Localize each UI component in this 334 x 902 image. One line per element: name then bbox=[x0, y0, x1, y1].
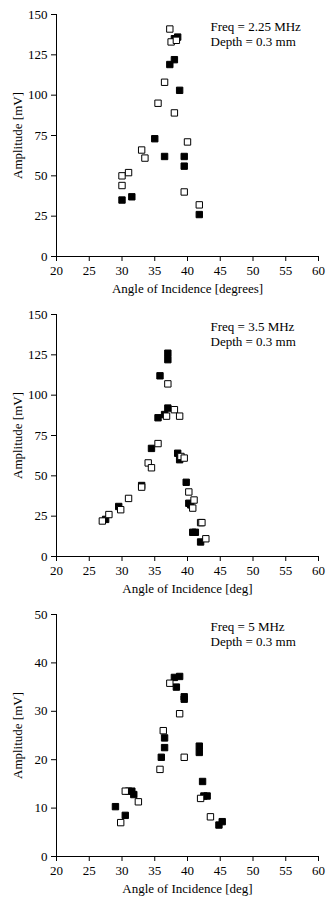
svg-text:25: 25 bbox=[83, 863, 96, 878]
svg-text:Angle of Incidence [deg]: Angle of Incidence [deg] bbox=[122, 881, 252, 896]
svg-text:75: 75 bbox=[35, 128, 48, 143]
svg-text:30: 30 bbox=[116, 263, 129, 278]
svg-text:20: 20 bbox=[50, 863, 63, 878]
svg-text:10: 10 bbox=[35, 800, 48, 815]
svg-text:125: 125 bbox=[28, 47, 48, 62]
svg-text:20: 20 bbox=[50, 563, 63, 578]
svg-text:Freq = 2.25 MHzDepth = 0.3 mm: Freq = 2.25 MHzDepth = 0.3 mm bbox=[211, 19, 302, 49]
svg-text:40: 40 bbox=[181, 263, 194, 278]
svg-text:50: 50 bbox=[247, 263, 260, 278]
svg-text:40: 40 bbox=[35, 655, 48, 670]
svg-text:0: 0 bbox=[41, 849, 48, 864]
svg-text:45: 45 bbox=[214, 863, 227, 878]
svg-text:40: 40 bbox=[181, 863, 194, 878]
svg-text:30: 30 bbox=[35, 703, 48, 718]
svg-text:50: 50 bbox=[35, 607, 48, 622]
svg-text:0: 0 bbox=[41, 549, 48, 564]
svg-text:150: 150 bbox=[28, 307, 48, 322]
svg-text:Angle of Incidence [degrees]: Angle of Incidence [degrees] bbox=[112, 281, 263, 296]
svg-text:25: 25 bbox=[35, 508, 48, 523]
svg-text:35: 35 bbox=[148, 563, 161, 578]
svg-text:50: 50 bbox=[35, 468, 48, 483]
svg-text:60: 60 bbox=[312, 563, 325, 578]
svg-text:25: 25 bbox=[35, 208, 48, 223]
svg-text:Freq = 5 MHzDepth = 0.3 mm: Freq = 5 MHzDepth = 0.3 mm bbox=[211, 619, 296, 649]
svg-text:50: 50 bbox=[35, 168, 48, 183]
svg-text:Angle of Incidence [deg]: Angle of Incidence [deg] bbox=[122, 581, 252, 596]
svg-text:45: 45 bbox=[214, 563, 227, 578]
svg-text:100: 100 bbox=[28, 87, 48, 102]
svg-text:100: 100 bbox=[28, 387, 48, 402]
svg-text:Amplitude [mV]: Amplitude [mV] bbox=[10, 92, 25, 179]
svg-text:25: 25 bbox=[83, 563, 96, 578]
svg-text:50: 50 bbox=[247, 863, 260, 878]
svg-text:30: 30 bbox=[116, 563, 129, 578]
svg-text:55: 55 bbox=[279, 563, 292, 578]
svg-text:150: 150 bbox=[28, 7, 48, 22]
svg-text:125: 125 bbox=[28, 347, 48, 362]
svg-text:75: 75 bbox=[35, 428, 48, 443]
svg-text:30: 30 bbox=[116, 863, 129, 878]
svg-text:55: 55 bbox=[279, 863, 292, 878]
svg-text:35: 35 bbox=[148, 863, 161, 878]
svg-text:60: 60 bbox=[312, 263, 325, 278]
svg-text:60: 60 bbox=[312, 863, 325, 878]
svg-text:40: 40 bbox=[181, 563, 194, 578]
svg-text:55: 55 bbox=[279, 263, 292, 278]
svg-text:20: 20 bbox=[50, 263, 63, 278]
svg-text:50: 50 bbox=[247, 563, 260, 578]
svg-text:25: 25 bbox=[83, 263, 96, 278]
svg-text:45: 45 bbox=[214, 263, 227, 278]
svg-text:35: 35 bbox=[148, 263, 161, 278]
svg-text:0: 0 bbox=[41, 249, 48, 264]
svg-text:Amplitude [mV]: Amplitude [mV] bbox=[10, 692, 25, 779]
svg-text:Freq = 3.5 MHzDepth = 0.3 mm: Freq = 3.5 MHzDepth = 0.3 mm bbox=[211, 319, 296, 349]
svg-text:Amplitude [mV]: Amplitude [mV] bbox=[10, 392, 25, 479]
svg-text:20: 20 bbox=[35, 752, 48, 767]
